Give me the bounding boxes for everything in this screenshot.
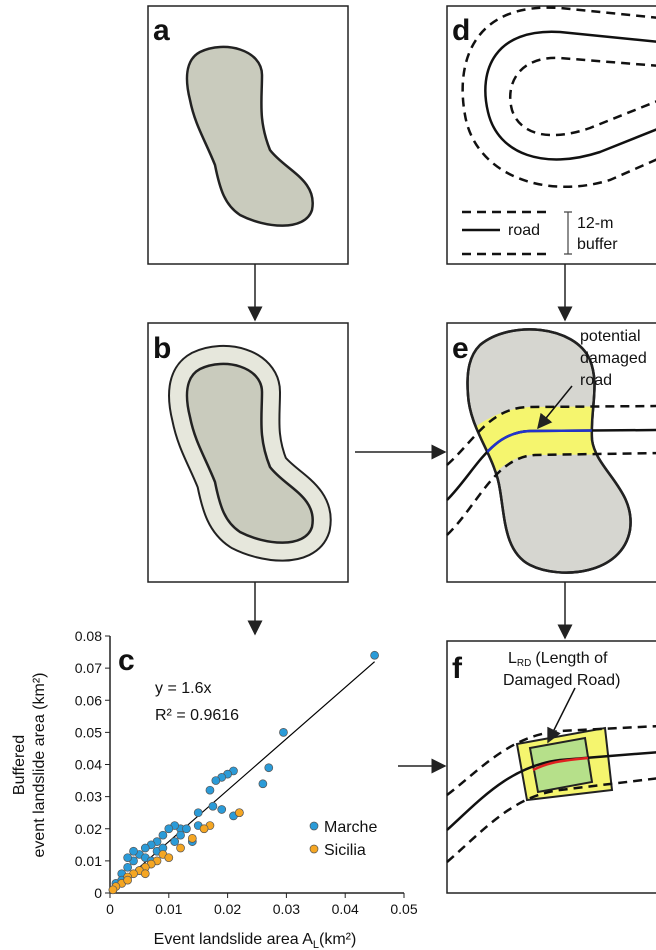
legend-marker (310, 845, 318, 853)
annotation: y = 1.6x (155, 680, 211, 697)
y-tick-label: 0.03 (75, 789, 102, 805)
point (171, 838, 179, 846)
x-tick-label: 0.05 (390, 901, 417, 917)
point (209, 802, 217, 810)
panel-label: b (153, 332, 171, 365)
figure: a road 12-m buffer d b potential damaged… (0, 0, 656, 950)
x-axis-label: Event landslide area AL(km²) (154, 931, 357, 950)
y-tick-label: 0.05 (75, 724, 102, 740)
y-tick-label: 0.07 (75, 660, 102, 676)
point (200, 825, 208, 833)
point (182, 825, 190, 833)
scatter-chart: c 0 0.01 0.02 0.03 0.04 0.05 0.06 0.07 0.08 0 0.01… (11, 628, 418, 950)
point (265, 764, 273, 772)
point (235, 809, 243, 817)
y-tick-label: 0.01 (75, 853, 102, 869)
point (194, 809, 202, 817)
annotation: R² = 0.9616 (155, 707, 239, 724)
point (109, 886, 117, 894)
annotation: damaged (580, 350, 647, 367)
y-tick-label: 0.06 (75, 692, 102, 708)
point (130, 847, 138, 855)
symbol: L (508, 650, 517, 667)
panel-label: f (452, 652, 463, 685)
y-tick-label: 0 (94, 885, 102, 901)
x-tick-label: 0 (106, 901, 114, 917)
legend-label: buffer (577, 236, 618, 253)
point (177, 844, 185, 852)
point (206, 786, 214, 794)
panel-label: c (118, 644, 135, 677)
label-unit: (km²) (319, 931, 356, 948)
point (165, 854, 173, 862)
legend-marker (310, 822, 318, 830)
point (159, 831, 167, 839)
panel-label: a (153, 14, 170, 47)
point (165, 825, 173, 833)
panel-box (447, 6, 656, 264)
legend-label: Marche (324, 819, 377, 836)
panel-label: e (452, 332, 469, 365)
annotation: potential (580, 328, 641, 345)
point (279, 728, 287, 736)
point (124, 863, 132, 871)
x-tick-label: 0.02 (214, 901, 241, 917)
point (188, 834, 196, 842)
label-text: Event landslide area A (154, 931, 314, 948)
y-axis-label: event landslide area (km²) (31, 673, 48, 858)
point (218, 805, 226, 813)
x-tick-label: 0.04 (332, 901, 359, 917)
annotation: road (580, 372, 612, 389)
legend-label: road (508, 222, 540, 239)
point (177, 831, 185, 839)
x-tick-label: 0.03 (273, 901, 300, 917)
point (141, 844, 149, 852)
x-tick-label: 0.01 (155, 901, 182, 917)
point (371, 651, 379, 659)
subscript: RD (517, 658, 531, 669)
annotation: Damaged Road) (503, 672, 620, 689)
y-tick-label: 0.02 (75, 821, 102, 837)
point (212, 777, 220, 785)
point (259, 780, 267, 788)
y-tick-label: 0.04 (75, 757, 102, 773)
point (124, 854, 132, 862)
panel-label: d (452, 14, 470, 47)
legend-label: Sicilia (324, 842, 366, 859)
y-axis-label: Buffered (11, 735, 28, 795)
legend-label: 12-m (577, 215, 613, 232)
y-tick-label: 0.08 (75, 628, 102, 644)
point (141, 870, 149, 878)
annotation-text: (Length of (535, 650, 608, 667)
point (124, 876, 132, 884)
